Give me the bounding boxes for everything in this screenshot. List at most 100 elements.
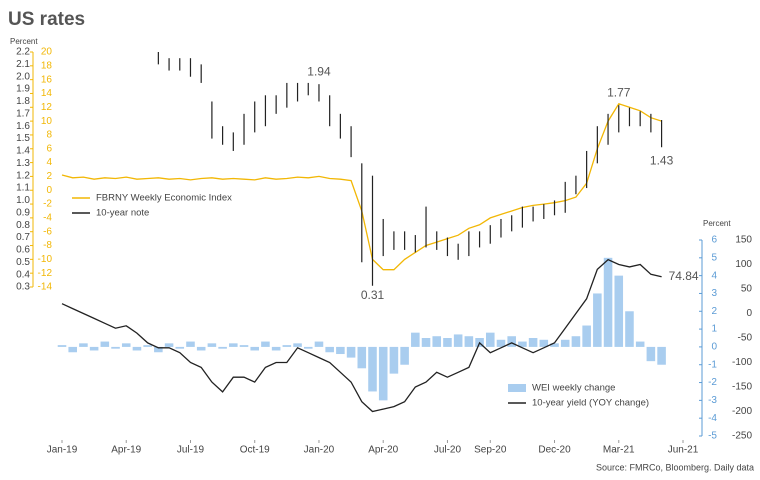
bar [603,257,613,347]
y-tick-label: 2 [46,171,52,182]
y-tick-label: 0 [746,308,752,319]
y-tick-label: -4 [43,213,52,224]
y-tick-label: 0.6 [16,245,30,256]
y-tick-label: 150 [735,235,752,246]
bar [389,346,399,374]
y-tick-label: 2.0 [16,71,30,82]
bar [518,341,527,347]
x-tick-label: Jan-20 [304,445,335,456]
bar [303,346,313,349]
bar [121,343,131,347]
value-label: 74.84 [669,269,699,283]
bar [657,346,666,365]
y-tick-label: 0.9 [16,207,30,218]
bar [250,346,260,351]
bar [560,339,570,347]
y-tick-label: 10 [41,116,53,127]
y-tick-label: 6 [711,235,717,246]
bar [357,346,367,369]
y-tick-label: -3 [708,395,717,406]
y-tick-label: 0.5 [16,257,30,268]
value-label: 1.77 [607,85,631,99]
y-tick-label: 3 [711,288,717,299]
bar [57,345,67,347]
y-tick-label: 4 [711,270,717,281]
value-label: 1.94 [307,64,331,78]
y-tick-label: 1.0 [16,195,30,206]
y-tick-label: -4 [708,413,717,424]
bar [132,346,142,351]
y-tick-label: 0.4 [16,269,30,280]
bar [314,341,324,347]
chart-title: US rates [8,9,85,30]
y-tick-label: 14 [41,88,53,99]
y-tick-label: -12 [38,268,53,279]
bar [218,346,227,349]
bar [593,293,602,347]
y-tick-label: -200 [732,406,752,417]
y-tick-label: 5 [711,252,717,263]
x-tick-label: Apr-19 [111,445,141,456]
y-tick-label: 16 [41,74,53,85]
y-tick-label: -2 [43,199,52,210]
x-tick-label: Sep-20 [474,445,507,456]
bar [207,343,217,347]
legend-label: 10-year note [96,208,149,219]
bar [443,338,452,347]
y-tick-label: -10 [38,254,53,265]
bar [528,338,538,347]
bar [336,346,345,355]
legend-label: FBRNY Weekly Economic Index [96,193,232,204]
bar [175,346,185,349]
x-tick-label: Jul-19 [177,445,205,456]
bar [411,332,420,347]
y-tick-label: 1.1 [16,183,30,194]
source: Source: FMRCo, Bloomberg. Daily data [596,462,754,472]
bar [111,346,120,349]
legend-label: 10-year yield (YOY change) [532,398,649,409]
y-tick-label: -1 [708,359,717,370]
y-tick-label: 4 [46,157,52,168]
bar [271,346,281,351]
bar [432,336,442,347]
bar [261,341,270,347]
legend-label: WEI weekly change [532,383,615,394]
y-tick-label: -6 [43,226,52,237]
bar [614,275,624,347]
y-tick-label: -5 [708,431,717,442]
bar [100,341,110,347]
y-tick-label: -2 [708,377,717,388]
y-tick-label: 0.8 [16,220,30,231]
legend-swatch [508,384,526,392]
y-tick-label: 12 [41,102,53,113]
x-tick-label: Jun-21 [668,445,699,456]
x-tick-label: Apr-20 [368,445,398,456]
y-tick-label: 1.3 [16,158,30,169]
y-tick-label: 50 [741,284,753,295]
y-tick-label: 8 [46,130,52,141]
y-tick-label: -150 [732,382,752,393]
y-tick-label: -250 [732,431,752,442]
x-tick-label: Dec-20 [538,445,571,456]
bar [68,346,77,353]
bar [143,345,152,347]
y-axis-label: Percent [703,219,731,228]
bar [453,334,463,347]
bar [464,336,474,347]
bar [539,339,549,347]
x-tick-label: Oct-19 [240,445,270,456]
y-tick-label: 2.2 [16,47,30,58]
bar [507,336,516,347]
bar [378,346,388,401]
bar [571,336,581,347]
y-tick-label: -14 [38,282,53,293]
bar [229,343,238,347]
y-tick-label: 2 [711,306,717,317]
bar [282,345,292,347]
bar [368,346,377,392]
y-tick-label: 0.3 [16,282,30,293]
x-tick-label: Jan-19 [47,445,78,456]
y-tick-label: -8 [43,240,52,251]
y-tick-label: 1.4 [16,146,30,157]
